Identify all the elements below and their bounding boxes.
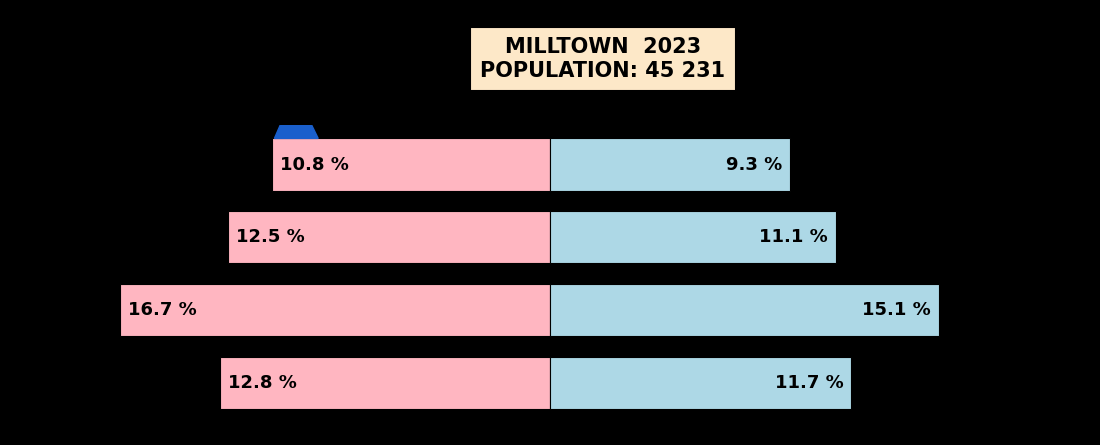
Text: 9.3 %: 9.3 % xyxy=(726,156,782,174)
Polygon shape xyxy=(274,91,318,138)
Bar xyxy=(550,284,939,336)
Bar xyxy=(228,211,550,263)
Text: 15.1 %: 15.1 % xyxy=(862,301,932,319)
Text: MILLTOWN  2023
POPULATION: 45 231: MILLTOWN 2023 POPULATION: 45 231 xyxy=(481,37,725,81)
Bar xyxy=(272,138,550,191)
Text: 11.7 %: 11.7 % xyxy=(774,374,844,392)
Text: 10.8 %: 10.8 % xyxy=(279,156,349,174)
Bar xyxy=(220,356,550,409)
Text: 12.5 %: 12.5 % xyxy=(235,228,305,247)
Bar xyxy=(550,138,790,191)
Text: 12.8 %: 12.8 % xyxy=(228,374,297,392)
Bar xyxy=(550,356,851,409)
Text: 16.7 %: 16.7 % xyxy=(128,301,197,319)
Text: 11.1 %: 11.1 % xyxy=(759,228,828,247)
Bar xyxy=(120,284,550,336)
Bar xyxy=(550,211,836,263)
